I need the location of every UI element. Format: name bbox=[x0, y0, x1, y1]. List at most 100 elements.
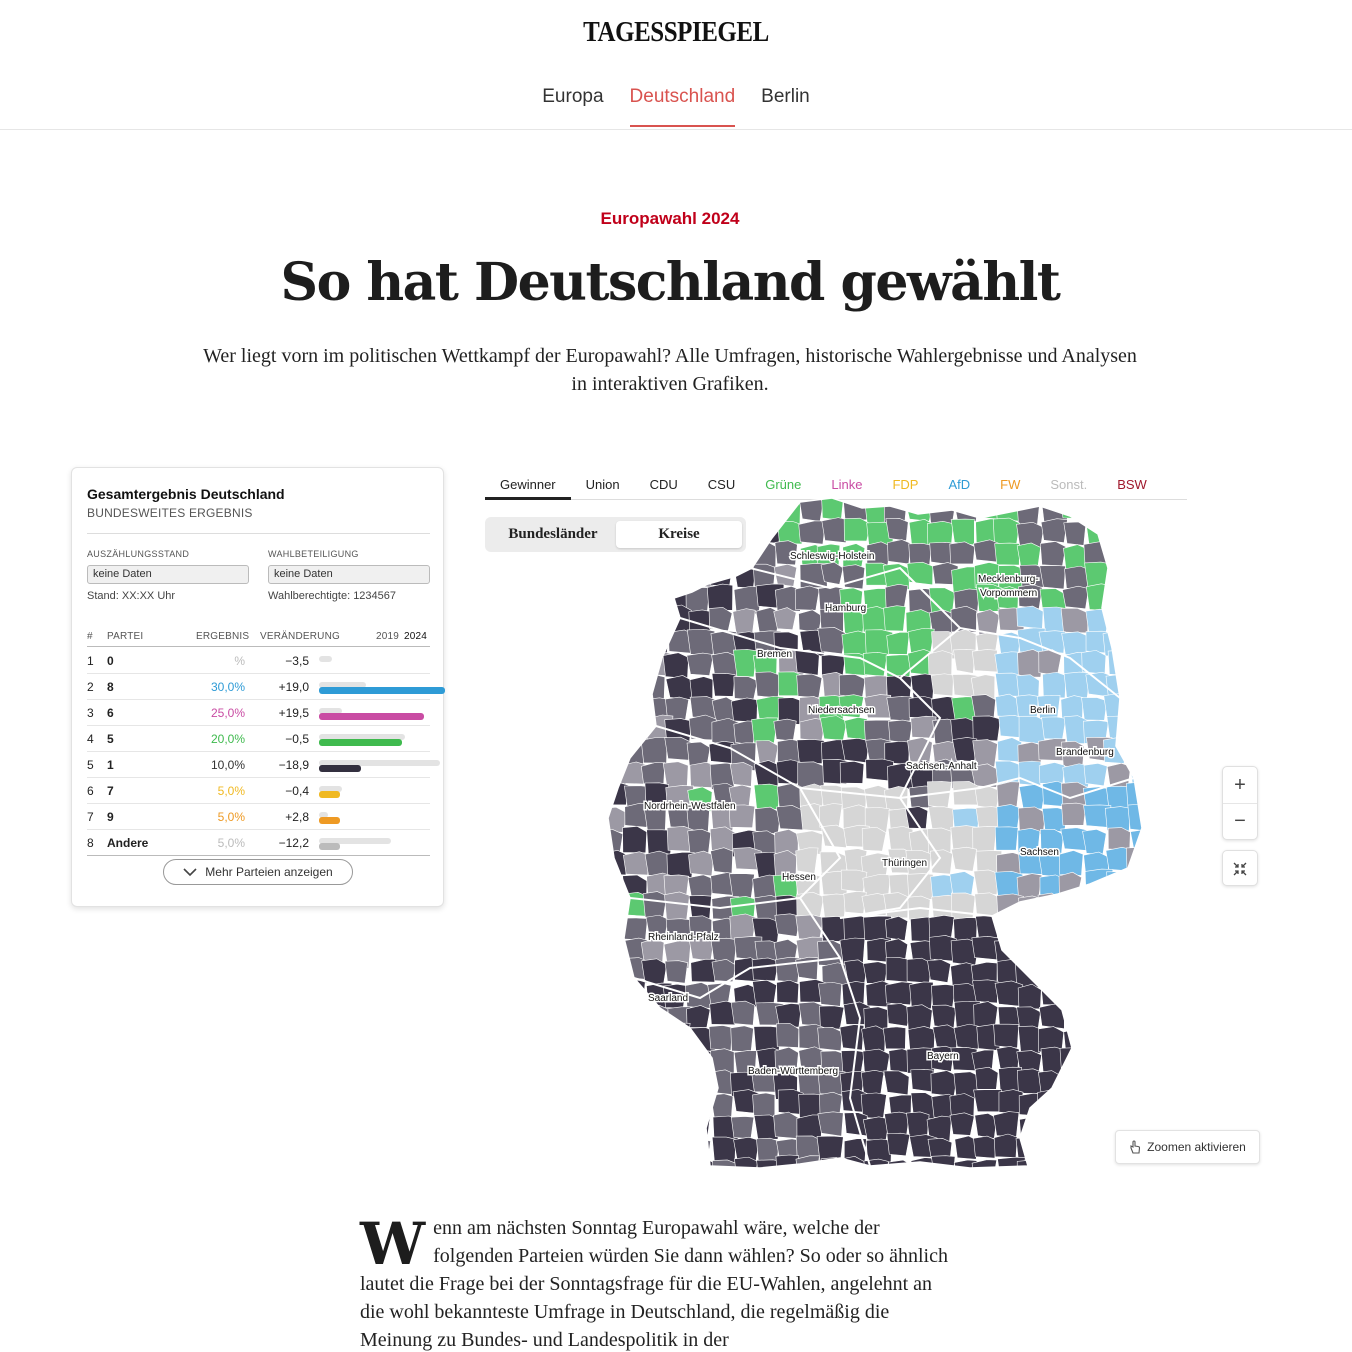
district-shape[interactable] bbox=[1125, 1045, 1151, 1071]
district-shape[interactable] bbox=[972, 715, 1001, 742]
district-shape[interactable] bbox=[755, 740, 779, 767]
district-shape[interactable] bbox=[602, 983, 631, 1008]
district-shape[interactable] bbox=[646, 499, 670, 526]
district-shape[interactable] bbox=[623, 1093, 649, 1119]
district-shape[interactable] bbox=[1103, 693, 1130, 720]
district-shape[interactable] bbox=[796, 891, 825, 918]
district-shape[interactable] bbox=[930, 1070, 958, 1097]
district-shape[interactable] bbox=[1081, 697, 1108, 721]
district-shape[interactable] bbox=[688, 915, 712, 940]
district-shape[interactable] bbox=[730, 1116, 755, 1139]
district-shape[interactable] bbox=[906, 561, 934, 586]
district-shape[interactable] bbox=[817, 1111, 844, 1137]
district-shape[interactable] bbox=[620, 1025, 645, 1050]
district-shape[interactable] bbox=[600, 696, 625, 722]
district-shape[interactable] bbox=[883, 1070, 910, 1096]
district-shape[interactable] bbox=[885, 981, 914, 1006]
district-shape[interactable] bbox=[687, 874, 715, 898]
district-shape[interactable] bbox=[910, 1068, 934, 1093]
district-shape[interactable] bbox=[844, 717, 868, 741]
district-shape[interactable] bbox=[1084, 957, 1108, 983]
district-shape[interactable] bbox=[839, 761, 865, 784]
district-shape[interactable] bbox=[953, 1023, 981, 1050]
toggle-kreise[interactable]: Kreise bbox=[616, 521, 742, 548]
district-shape[interactable] bbox=[1037, 1159, 1063, 1170]
district-shape[interactable] bbox=[1148, 606, 1160, 630]
more-parties-button[interactable]: Mehr Parteien anzeigen bbox=[163, 859, 353, 885]
district-shape[interactable] bbox=[1150, 718, 1160, 744]
district-shape[interactable] bbox=[773, 1111, 799, 1139]
district-shape[interactable] bbox=[927, 521, 954, 547]
district-shape[interactable] bbox=[888, 719, 913, 744]
district-shape[interactable] bbox=[863, 1006, 889, 1034]
district-shape[interactable] bbox=[1018, 584, 1043, 610]
district-shape[interactable] bbox=[1130, 676, 1157, 700]
district-shape[interactable] bbox=[1151, 958, 1160, 984]
district-shape[interactable] bbox=[886, 631, 910, 655]
district-shape[interactable] bbox=[1059, 1047, 1087, 1071]
district-shape[interactable] bbox=[640, 737, 668, 764]
district-shape[interactable] bbox=[1039, 565, 1066, 590]
district-shape[interactable] bbox=[645, 1089, 675, 1118]
district-shape[interactable] bbox=[1083, 763, 1108, 787]
district-shape[interactable] bbox=[641, 1048, 668, 1072]
district-shape[interactable] bbox=[1130, 649, 1153, 675]
district-shape[interactable] bbox=[1107, 891, 1134, 918]
district-shape[interactable] bbox=[905, 498, 934, 522]
district-shape[interactable] bbox=[973, 1135, 997, 1159]
district-shape[interactable] bbox=[1152, 873, 1160, 898]
district-shape[interactable] bbox=[663, 874, 690, 898]
district-shape[interactable] bbox=[1062, 1002, 1089, 1028]
district-shape[interactable] bbox=[603, 521, 630, 548]
district-shape[interactable] bbox=[1040, 1137, 1068, 1165]
district-shape[interactable] bbox=[688, 1157, 716, 1170]
district-shape[interactable] bbox=[1128, 1067, 1153, 1093]
district-shape[interactable] bbox=[972, 739, 998, 768]
district-shape[interactable] bbox=[1148, 827, 1160, 849]
district-shape[interactable] bbox=[775, 805, 804, 831]
district-shape[interactable] bbox=[931, 1004, 957, 1029]
district-shape[interactable] bbox=[600, 1133, 627, 1159]
district-shape[interactable] bbox=[1152, 893, 1160, 921]
district-shape[interactable] bbox=[754, 671, 782, 699]
district-shape[interactable] bbox=[1016, 605, 1044, 630]
district-shape[interactable] bbox=[775, 1154, 799, 1170]
district-shape[interactable] bbox=[796, 739, 825, 764]
district-shape[interactable] bbox=[1128, 981, 1153, 1008]
district-shape[interactable] bbox=[622, 498, 651, 523]
district-shape[interactable] bbox=[820, 561, 844, 585]
district-shape[interactable] bbox=[841, 564, 866, 590]
district-shape[interactable] bbox=[1106, 914, 1134, 942]
district-shape[interactable] bbox=[621, 539, 648, 566]
district-shape[interactable] bbox=[927, 959, 951, 983]
zoom-activate-button[interactable]: Zoomen aktivieren bbox=[1115, 1130, 1260, 1164]
district-shape[interactable] bbox=[1061, 740, 1085, 769]
district-shape[interactable] bbox=[995, 693, 1019, 718]
district-shape[interactable] bbox=[600, 675, 626, 705]
district-shape[interactable] bbox=[1081, 1049, 1107, 1073]
district-shape[interactable] bbox=[1106, 586, 1133, 611]
district-shape[interactable] bbox=[1016, 1006, 1041, 1033]
district-shape[interactable] bbox=[642, 891, 668, 918]
district-shape[interactable] bbox=[1082, 829, 1107, 856]
district-shape[interactable] bbox=[1152, 739, 1160, 764]
district-shape[interactable] bbox=[1106, 1026, 1129, 1055]
district-shape[interactable] bbox=[996, 781, 1020, 810]
district-shape[interactable] bbox=[711, 1136, 737, 1166]
site-logo[interactable]: TAGESSPIEGEL bbox=[583, 16, 769, 48]
district-shape[interactable] bbox=[710, 544, 739, 572]
district-shape[interactable] bbox=[644, 543, 673, 570]
district-shape[interactable] bbox=[600, 542, 623, 568]
district-shape[interactable] bbox=[1151, 784, 1160, 811]
district-shape[interactable] bbox=[862, 1048, 891, 1077]
district-shape[interactable] bbox=[821, 962, 849, 986]
district-shape[interactable] bbox=[640, 608, 665, 633]
district-shape[interactable] bbox=[689, 518, 717, 544]
district-shape[interactable] bbox=[1042, 671, 1067, 699]
district-shape[interactable] bbox=[1147, 586, 1160, 608]
district-shape[interactable] bbox=[1125, 543, 1149, 571]
district-shape[interactable] bbox=[949, 871, 975, 898]
district-shape[interactable] bbox=[640, 1156, 668, 1170]
district-shape[interactable] bbox=[932, 1024, 958, 1050]
district-shape[interactable] bbox=[619, 563, 647, 588]
